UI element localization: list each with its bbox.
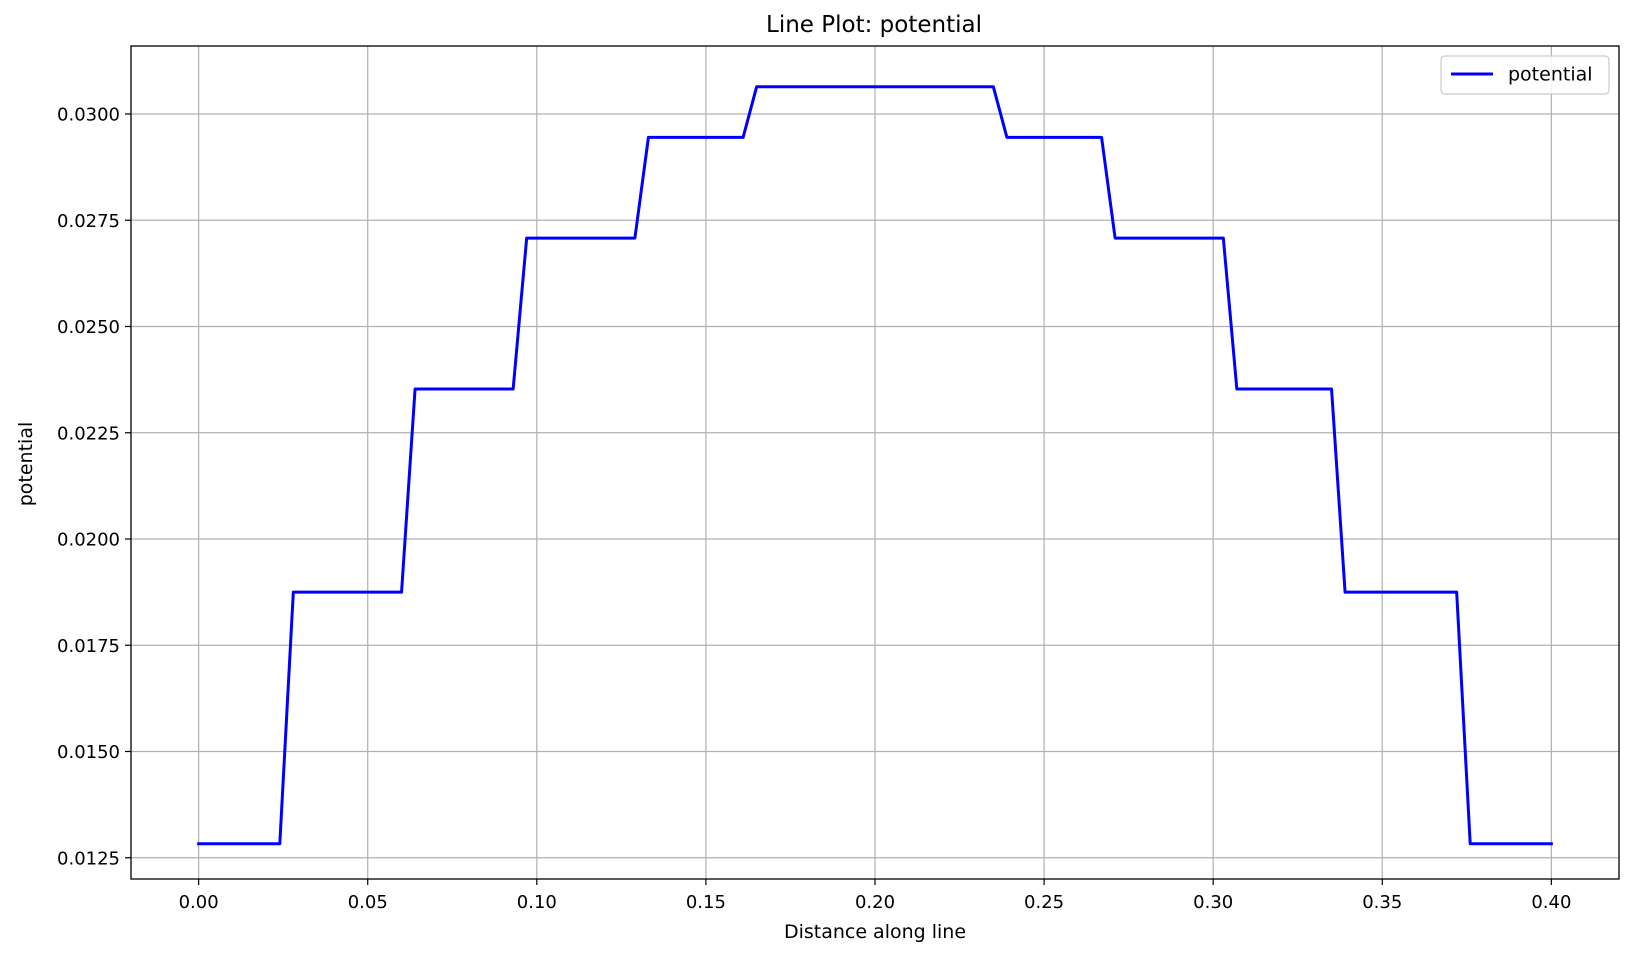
y-tick-label: 0.0175 [57,636,120,657]
x-axis-title: Distance along line [784,921,966,943]
y-axis-ticks: 0.0125 0.0150 0.0175 0.0200 0.0225 0.0250 0.02… [57,105,131,869]
y-tick-label: 0.0225 [57,423,120,444]
x-tick-label: 0.30 [1193,892,1233,913]
x-tick-label: 0.10 [517,892,557,913]
legend-label: potential [1508,64,1593,86]
y-tick-label: 0.0250 [57,317,120,338]
x-tick-label: 0.05 [348,892,388,913]
x-tick-label: 0.40 [1531,892,1571,913]
x-tick-label: 0.25 [1024,892,1064,913]
series-line-potential [197,85,1553,846]
x-tick-label: 0.00 [179,892,219,913]
x-tick-label: 0.20 [855,892,895,913]
legend-box [1440,55,1610,95]
y-tick-label: 0.0200 [57,530,120,551]
x-tick-label: 0.35 [1362,892,1402,913]
y-tick-label: 0.0125 [57,848,120,869]
chart-title: Line Plot: potential [766,12,982,38]
grid-lines [131,46,1619,879]
y-tick-label: 0.0300 [57,105,120,126]
y-axis-title: potential [15,422,37,507]
legend: potential [1440,55,1610,95]
series-layer [197,85,1553,846]
x-tick-label: 0.15 [686,892,726,913]
y-tick-label: 0.0150 [57,742,120,763]
x-axis-ticks: 0.00 0.05 0.10 0.15 0.20 0.25 0.30 0.35 0.40 [179,879,1571,913]
y-tick-label: 0.0275 [57,211,120,232]
